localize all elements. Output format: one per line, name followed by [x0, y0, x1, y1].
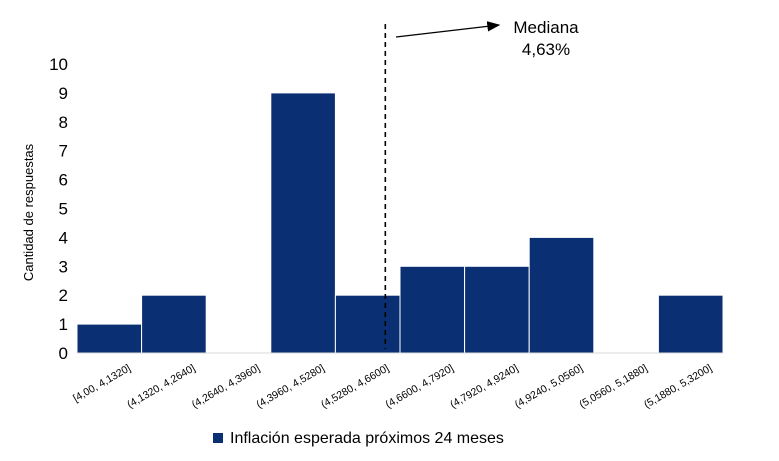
bar — [399, 265, 466, 354]
x-tick-label: (4,5280, 4,6600] — [319, 362, 391, 411]
y-tick-label: 6 — [59, 171, 68, 190]
x-axis-ticks: [4,00, 4,1320](4,1320, 4,2640](4,2640, 4… — [71, 362, 714, 411]
bar — [76, 323, 143, 354]
bars-group — [76, 92, 724, 354]
x-tick-label: (4,9240, 5,0560] — [513, 362, 585, 411]
legend-swatch — [213, 433, 223, 443]
y-tick-label: 8 — [59, 113, 68, 132]
bar — [528, 236, 595, 354]
median-value: 4,63% — [522, 40, 570, 59]
bar — [657, 294, 724, 354]
x-tick-label: (5,1880, 5,3200] — [642, 362, 714, 411]
x-tick-label: (4,3960, 4,5280] — [254, 362, 326, 411]
x-tick-label: (4,1320, 4,2640] — [125, 362, 197, 411]
legend-label: Inflación esperada próximos 24 meses — [230, 430, 504, 447]
y-tick-label: 5 — [59, 200, 68, 219]
y-tick-label: 9 — [59, 84, 68, 103]
y-tick-label: 3 — [59, 257, 68, 276]
median-label: Mediana — [513, 18, 579, 37]
y-tick-label: 10 — [49, 55, 68, 74]
y-axis-label: Cantidad de respuestas — [21, 143, 36, 281]
y-tick-label: 4 — [59, 228, 68, 247]
x-tick-label: (4,2640, 4,3960] — [190, 362, 262, 411]
x-tick-label: (5,0560, 5,1880] — [577, 362, 649, 411]
y-tick-label: 1 — [59, 315, 68, 334]
bar — [464, 265, 530, 354]
y-axis-ticks: 0 1 2 3 4 5 6 7 8 9 10 — [49, 55, 68, 363]
y-tick-label: 7 — [59, 142, 68, 161]
x-tick-label: (4,6600, 4,7920] — [384, 362, 456, 411]
x-tick-label: (4,7920, 4,9240] — [448, 362, 520, 411]
y-tick-label: 0 — [59, 344, 68, 363]
bar — [270, 92, 336, 354]
bar — [141, 294, 207, 354]
y-tick-label: 2 — [59, 286, 68, 305]
median-arrow — [395, 21, 501, 38]
bar — [334, 294, 401, 354]
x-tick-label: [4,00, 4,1320] — [71, 362, 133, 405]
